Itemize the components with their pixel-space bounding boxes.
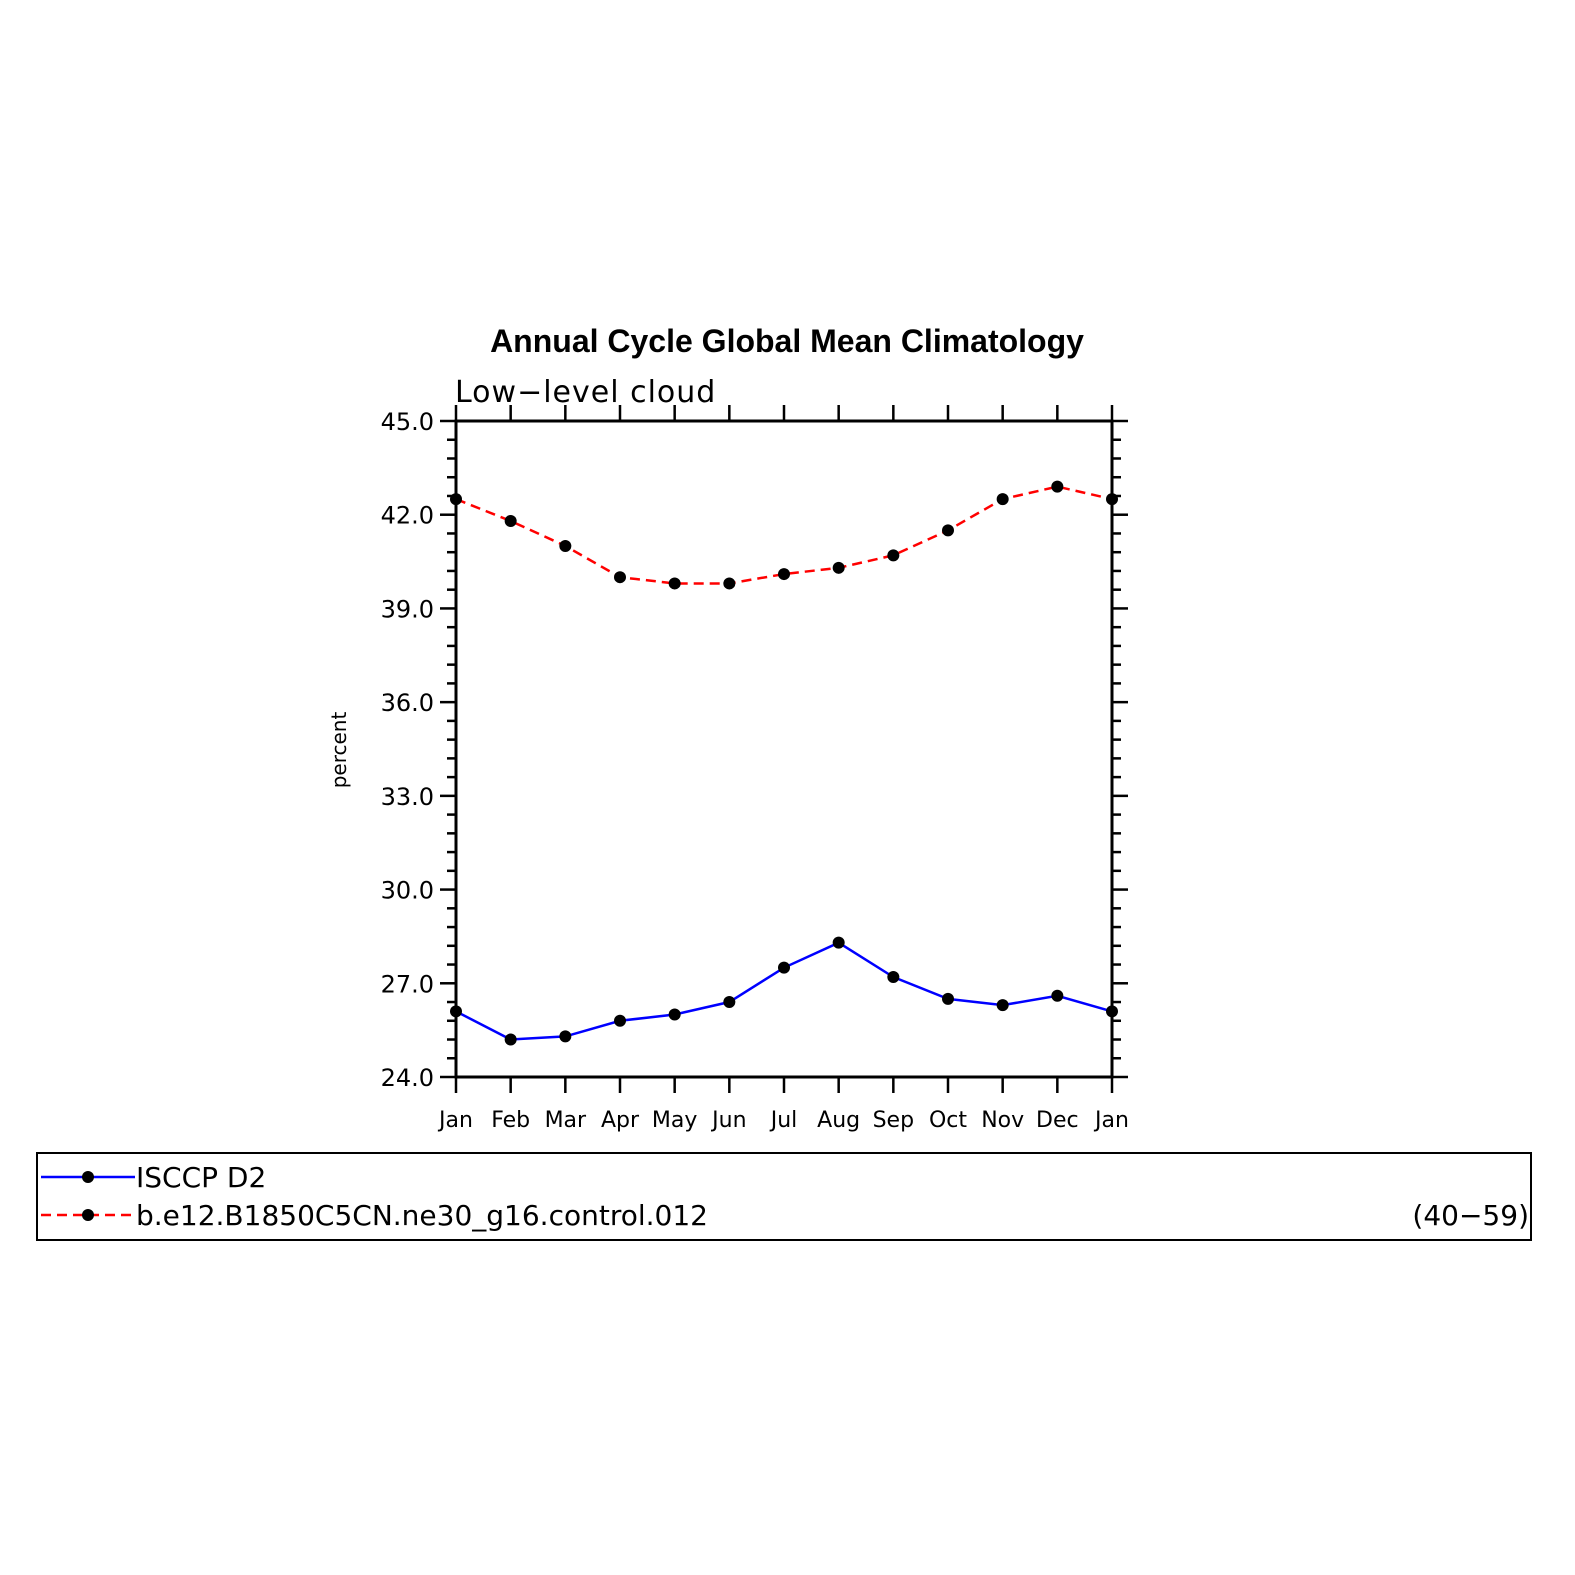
series-2-point [723, 577, 736, 590]
x-tick-label: Apr [601, 1108, 640, 1133]
plot-frame [454, 419, 1114, 1079]
series-2-point [668, 577, 681, 590]
x-tick-label: Jan [437, 1108, 473, 1133]
series-1-point [832, 936, 845, 949]
series-2-point [1106, 493, 1118, 506]
x-tick-label: Aug [817, 1108, 860, 1133]
series-1-point [668, 1008, 681, 1021]
series-2-point [942, 524, 954, 537]
series-2-point [504, 514, 517, 527]
x-tick-label: Jun [710, 1108, 746, 1133]
x-tick-label: May [652, 1108, 697, 1133]
series-1-point [559, 1030, 572, 1043]
series-1-point [778, 961, 790, 974]
y-tick-label: 24.0 [381, 1064, 434, 1092]
legend: ISCCP D2 b.e12.B1850C5CN.ne30_g16.control… [36, 1152, 1532, 1241]
series-2-point [887, 549, 900, 562]
series-line-1 [455, 941, 1113, 1041]
series-2-point [1051, 480, 1064, 493]
x-tick-label: Feb [491, 1108, 530, 1133]
y-tick-label: 45.0 [381, 408, 434, 436]
legend-marker-1 [82, 1171, 94, 1183]
series-1-point [996, 999, 1009, 1012]
legend-marker-2 [82, 1209, 94, 1221]
series-2-point [614, 571, 626, 584]
legend-label-1: ISCCP D2 [136, 1161, 266, 1194]
x-tick-label: Nov [981, 1108, 1024, 1133]
x-tick-label: Jul [769, 1108, 798, 1133]
x-tick-label: Dec [1036, 1108, 1079, 1133]
series-2-point [996, 493, 1009, 506]
series-2-point [559, 539, 572, 552]
legend-box [36, 1152, 1532, 1241]
series-1-point [1051, 989, 1064, 1002]
plot-area: 24.0 27.0 30.0 33.0 36.0 39.0 42.0 45.0 Jan Feb Ma… [381, 405, 1129, 1133]
series-1-point [450, 1005, 462, 1018]
series-1-point [723, 996, 736, 1009]
y-tick-label: 27.0 [381, 970, 434, 998]
chart-subtitle: Low−level cloud [455, 375, 716, 410]
y-tick-label: 33.0 [381, 783, 434, 811]
legend-label-2: b.e12.B1850C5CN.ne30_g16.control.012 [136, 1199, 708, 1232]
legend-note: (40−59) [1412, 1199, 1529, 1232]
series-2-point [832, 561, 845, 574]
x-tick-label: Jan [1093, 1108, 1129, 1133]
x-tick-label: Oct [929, 1108, 967, 1133]
series-2-point [450, 493, 462, 506]
series-1-point [887, 971, 900, 984]
y-axis-label: percent [327, 712, 351, 789]
series-1-point [614, 1014, 626, 1027]
series-1-point [1106, 1005, 1118, 1018]
x-tick-label: Mar [545, 1108, 587, 1133]
series-1-point [942, 992, 954, 1005]
x-tick-label: Sep [873, 1108, 914, 1133]
series-1-point [504, 1033, 517, 1046]
chart-title: Annual Cycle Global Mean Climatology [490, 323, 1084, 359]
y-tick-label: 39.0 [381, 595, 434, 623]
y-tick-label: 42.0 [381, 502, 434, 530]
y-tick-label: 30.0 [381, 877, 434, 905]
y-tick-label: 36.0 [381, 689, 434, 717]
series-2-point [778, 568, 790, 581]
